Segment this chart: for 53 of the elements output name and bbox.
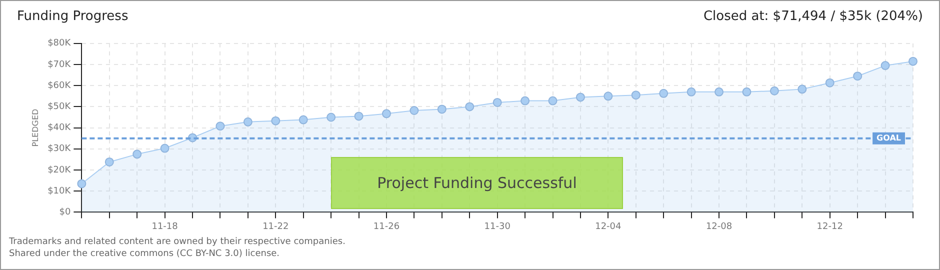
point [714, 87, 724, 96]
point [410, 106, 419, 115]
y-axis-title: PLEDGED [30, 108, 40, 147]
point [354, 112, 364, 121]
y-tick-label: $60K [48, 80, 72, 91]
point [382, 109, 391, 118]
point [326, 112, 336, 122]
chart-title: Funding Progress [17, 9, 128, 24]
point [798, 84, 807, 94]
text: Trademarks and related content are owned by their respective companies. [9, 237, 346, 247]
point [880, 61, 890, 70]
point [742, 87, 752, 96]
point [908, 56, 918, 66]
point [298, 115, 308, 124]
y-tick-label: $30K [48, 144, 72, 154]
point [437, 104, 446, 114]
y-tick-label: $80K [48, 38, 72, 49]
ref-line-label: GOAL [876, 133, 902, 142]
point [492, 98, 502, 107]
point [770, 86, 779, 96]
point [243, 117, 252, 126]
point [465, 102, 474, 112]
success-banner: Project Funding Successful [331, 157, 623, 209]
point [686, 87, 696, 96]
point [104, 157, 114, 166]
point [853, 72, 862, 81]
point [271, 116, 280, 126]
point [160, 144, 170, 153]
point [604, 92, 613, 101]
point [548, 96, 558, 106]
x-tick-label: 11-26 [373, 222, 400, 232]
y-tick-label: $40K [48, 123, 72, 134]
point [216, 122, 225, 131]
point [132, 150, 142, 159]
x-tick-label: 12-04 [595, 222, 622, 232]
text: Closed at: $71,494 / $35k (204%) [703, 9, 923, 24]
x-tick-label: 12-12 [816, 222, 843, 232]
point [77, 179, 86, 188]
y-tick-label: $20K [48, 165, 72, 176]
y-tick-label: $50K [48, 102, 72, 112]
point [631, 90, 640, 100]
point [520, 96, 530, 106]
x-tick-label: 11-22 [262, 222, 289, 232]
x-tick-label: 11-30 [484, 222, 511, 232]
point [576, 92, 585, 102]
x-tick-label: 11-18 [152, 222, 178, 232]
point [659, 88, 668, 98]
y-tick-label: $10K [48, 186, 72, 196]
y-tick-label: $70K [48, 60, 72, 70]
x-tick-label: 12-08 [706, 222, 732, 232]
text: Shared under the creative commons (CC BY-NC 3.0) license. [9, 249, 280, 259]
y-tick-label: $0 [59, 208, 71, 218]
point [825, 78, 834, 88]
